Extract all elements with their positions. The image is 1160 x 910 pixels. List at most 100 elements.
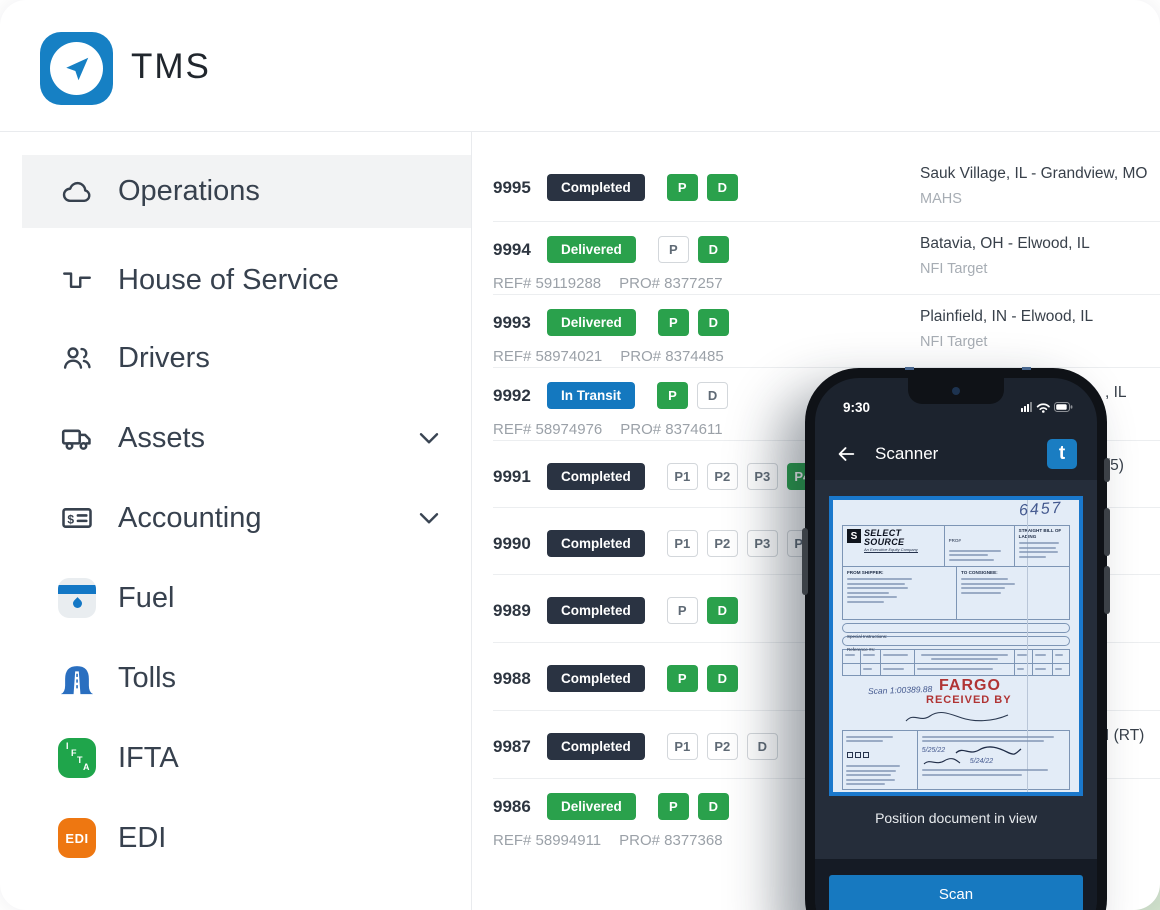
sidebar-item-assets[interactable]: Assets [0, 400, 471, 476]
load-number: 9986 [493, 796, 531, 816]
invoice-icon: $ [58, 499, 96, 537]
vendor-logo-mark: S [847, 529, 861, 543]
phone-mockup: 9:30 [802, 367, 1110, 910]
status-badge: Completed [547, 597, 645, 624]
antenna-line [905, 367, 914, 370]
stop-badge: D [746, 733, 778, 760]
send-arrow-icon [50, 42, 103, 95]
stop-badge: P [657, 309, 689, 336]
status-badge: Completed [547, 733, 645, 760]
phone-volume-up-button [1104, 508, 1110, 556]
sidebar-item-house-of-service[interactable]: House of Service [0, 242, 471, 318]
cloud-icon [58, 173, 96, 211]
phone-notch [908, 378, 1004, 404]
load-number: 9989 [493, 600, 531, 620]
stop-badge: P2 [706, 733, 738, 760]
status-badge: In Transit [547, 382, 636, 409]
reference-line: REF# 58994911 PRO# 8377368 [493, 832, 723, 849]
handwritten-scan-note: Scan 1:00389.88 [867, 683, 933, 697]
stop-badge: P3 [746, 530, 778, 557]
handwritten-number: 6457 [1018, 499, 1064, 520]
chevron-down-icon[interactable] [413, 502, 445, 534]
shipment-row[interactable]: 9987 Completed P1 P2 D I (RT) [493, 711, 1160, 779]
scan-button[interactable]: Scan [829, 875, 1083, 910]
document-header: S SELECT SOURCE An Executive Equity Comp… [842, 525, 1070, 567]
lane-text: Plainfield, IN - Elwood, IL [920, 308, 1094, 325]
stop-badge: P [666, 665, 698, 692]
people-icon [58, 339, 96, 377]
status-badge: Delivered [547, 236, 636, 263]
client-name: NFI Target [920, 334, 988, 350]
chevron-down-icon[interactable] [413, 422, 445, 454]
document-type: STRAIGHT BILL OF LADING [1018, 528, 1062, 539]
phone-volume-button [802, 528, 808, 595]
back-arrow-icon[interactable] [835, 443, 857, 465]
stop-badge: D [697, 382, 729, 409]
scanner-header: Scanner t [815, 428, 1097, 480]
stop-badge: P2 [706, 530, 738, 557]
sidebar-item-operations[interactable]: Operations [22, 155, 471, 228]
svg-text:$: $ [67, 512, 74, 526]
billing-section: 5/25/22 5/24/22 [842, 730, 1070, 790]
stop-badge: D [706, 665, 738, 692]
vendor-name: SELECT [864, 528, 902, 538]
fuel-app-icon [58, 578, 96, 618]
stop-badge: P [657, 236, 689, 263]
edi-app-icon: EDI [58, 818, 96, 858]
scanner-bottom-bar: Scan [815, 859, 1097, 910]
sidebar-item-tolls[interactable]: Tolls [0, 640, 471, 716]
app-logo [40, 32, 113, 105]
status-badge: Completed [547, 463, 645, 490]
stop-badge: D [706, 174, 738, 201]
load-number: 9994 [493, 239, 531, 259]
sidebar-item-fuel[interactable]: Fuel [0, 560, 471, 636]
signature [955, 745, 1022, 755]
signature [905, 711, 1009, 722]
vendor-name: SOURCE [864, 536, 905, 547]
status-bar-icons [1021, 402, 1073, 413]
stop-badge: P1 [666, 530, 698, 557]
stop-badge: P1 [666, 463, 698, 490]
load-number: 9988 [493, 668, 531, 688]
load-number: 9990 [493, 533, 531, 553]
lane-text-fragment: , IL [1105, 384, 1127, 401]
stop-badge: D [706, 597, 738, 624]
handwritten-date: 5/25/22 [921, 747, 946, 754]
status-badge: Completed [547, 665, 645, 692]
phone-screen: 9:30 [815, 378, 1097, 910]
lane-text: Sauk Village, IL - Grandview, MO [920, 165, 1148, 182]
status-badge: Completed [547, 174, 645, 201]
reference-line: REF# 58974976 PRO# 8374611 [493, 421, 723, 438]
scanned-document: 6457 S SELECT SOURCE An Executive Equity… [829, 496, 1083, 796]
pulse-icon [58, 261, 96, 299]
status-bar-time: 9:30 [843, 399, 871, 415]
tolls-app-icon [58, 659, 96, 697]
front-camera [952, 387, 960, 395]
status-badge: Delivered [547, 309, 636, 336]
stop-badge: D [697, 793, 729, 820]
stop-badge: P [657, 382, 689, 409]
handwritten-date: 5/24/22 [969, 758, 994, 765]
client-name: NFI Target [920, 261, 988, 277]
sidebar-item-accounting[interactable]: $ Accounting [0, 480, 471, 556]
app-title: TMS [131, 47, 211, 86]
status-badge: Completed [547, 530, 645, 557]
stop-badge: D [697, 309, 729, 336]
sidebar-item-edi[interactable]: EDI EDI [0, 800, 471, 876]
sidebar-item-drivers[interactable]: Drivers [0, 320, 471, 396]
phone-power-button [1104, 458, 1110, 482]
t-logo: t [1047, 439, 1077, 469]
stop-badge: P1 [666, 733, 698, 760]
lane-text-fragment: I (RT) [1105, 727, 1145, 744]
client-name: MAHS [920, 191, 962, 207]
vendor-tagline: An Executive Equity Company [864, 547, 918, 553]
